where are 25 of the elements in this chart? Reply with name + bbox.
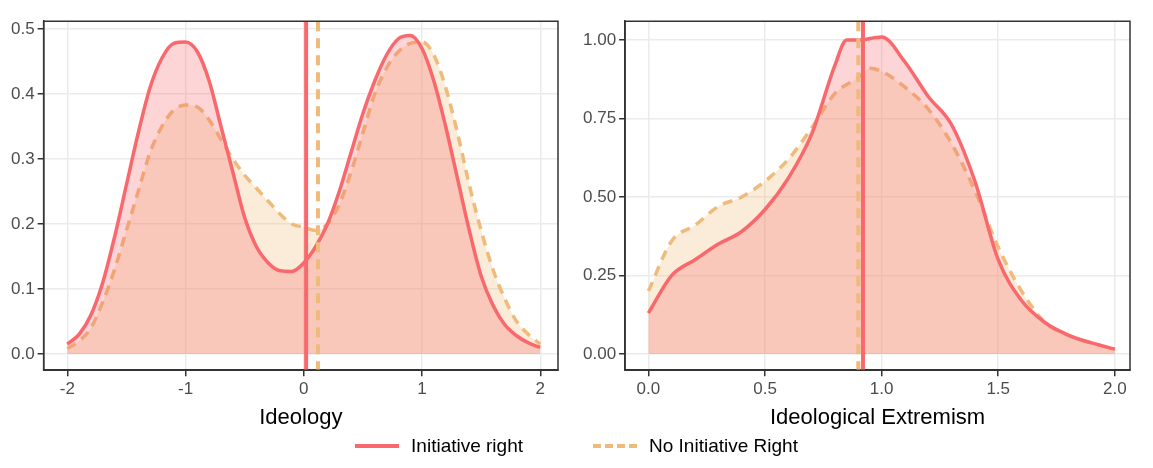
y-tick-label: 0.4 <box>10 83 35 103</box>
x-tick-label: 0.5 <box>753 379 777 399</box>
x-tick-label: -2 <box>59 379 75 399</box>
legend-label: No Initiative Right <box>649 435 798 457</box>
y-tick-label: 0.0 <box>10 343 35 363</box>
x-tick-label: 2 <box>535 379 545 399</box>
x-axis-title: Ideology <box>259 403 343 429</box>
x-tick-label: 1.0 <box>869 379 894 399</box>
x-tick-label: 2.0 <box>1103 379 1127 399</box>
y-tick-label: 1.00 <box>582 29 617 49</box>
legend-label: Initiative right <box>411 435 524 457</box>
x-tick-label: 0.0 <box>636 379 661 399</box>
y-tick-label: 0.25 <box>582 265 617 285</box>
x-axis-title: Ideological Extremism <box>769 403 986 429</box>
x-tick-label: -1 <box>177 379 194 399</box>
y-tick-label: 0.2 <box>10 213 35 233</box>
x-tick-label: 1.5 <box>986 379 1011 399</box>
y-tick-label: 0.1 <box>10 278 35 298</box>
y-tick-label: 0.75 <box>582 108 617 128</box>
x-tick-label: 1 <box>417 379 427 399</box>
x-tick-label: 0 <box>299 379 309 399</box>
y-tick-label: 0.5 <box>10 18 35 38</box>
y-tick-label: 0.00 <box>582 343 617 363</box>
y-tick-label: 0.50 <box>582 186 617 206</box>
y-tick-label: 0.3 <box>10 148 35 168</box>
